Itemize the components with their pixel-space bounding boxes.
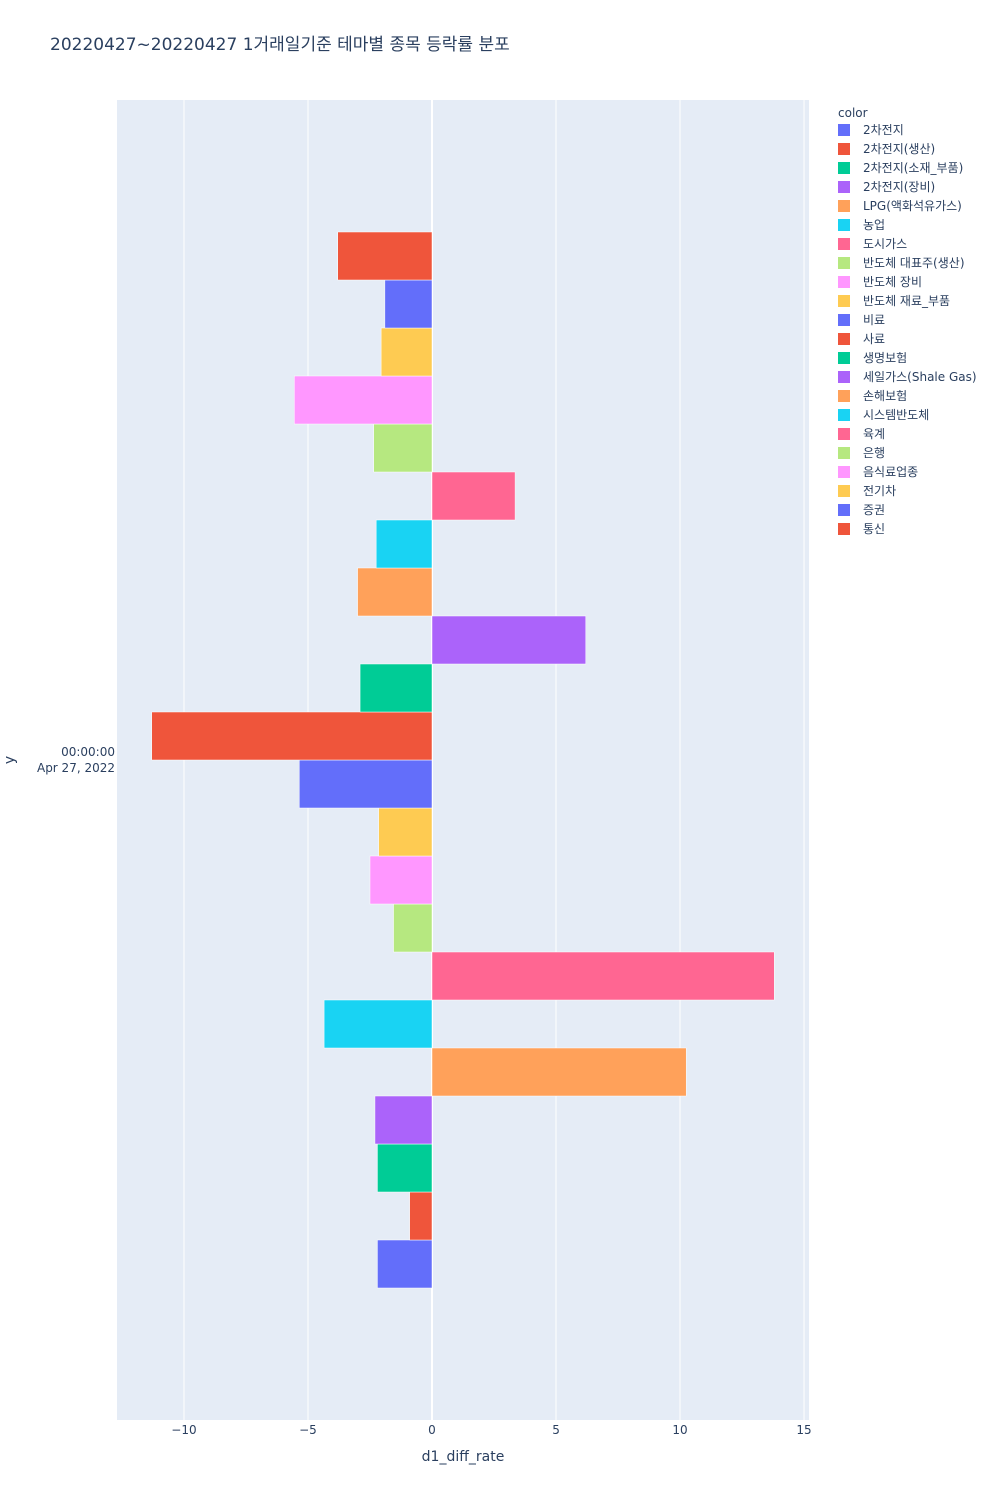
legend-swatch bbox=[838, 257, 850, 269]
bar bbox=[323, 999, 433, 1049]
legend-item-label: 반도체 장비 bbox=[863, 275, 922, 289]
x-tick-label: 0 bbox=[428, 1423, 436, 1437]
legend-item-label: 반도체 대표주(생산) bbox=[863, 256, 965, 270]
bars bbox=[151, 231, 775, 1289]
y-tick-label-date: Apr 27, 2022 bbox=[37, 761, 115, 775]
legend-swatch bbox=[838, 143, 850, 155]
legend-swatch bbox=[838, 295, 850, 307]
legend-swatch bbox=[838, 276, 850, 288]
legend-item-label: 2차전지 bbox=[863, 123, 904, 137]
legend-item-label: 사료 bbox=[863, 332, 885, 346]
legend-swatch bbox=[838, 314, 850, 326]
x-tick-label: −10 bbox=[171, 1423, 196, 1437]
chart-title: 20220427~20220427 1거래일기준 테마별 종목 등락률 분포 bbox=[50, 35, 510, 55]
y-tick-label-time: 00:00:00 bbox=[61, 745, 115, 759]
bar bbox=[374, 1095, 433, 1145]
legend-swatch bbox=[838, 333, 850, 345]
x-tick-label: 15 bbox=[796, 1423, 811, 1437]
legend-item-label: 음식료업종 bbox=[863, 465, 918, 479]
x-tick-label: 10 bbox=[672, 1423, 687, 1437]
legend-swatch bbox=[838, 390, 850, 402]
legend-item-label: 손해보험 bbox=[863, 389, 907, 403]
x-tick-label: 5 bbox=[552, 1423, 560, 1437]
y-axis-title: y bbox=[2, 756, 18, 764]
legend-swatch bbox=[838, 238, 850, 250]
legend-item-label: 2차전지(소재_부품) bbox=[863, 161, 963, 175]
legend-item-label: 은행 bbox=[863, 445, 885, 460]
legend-swatch bbox=[838, 523, 850, 535]
legend-item-label: 2차전지(장비) bbox=[863, 180, 935, 194]
legend: color 2차전지 2차전지(생산) 2차전지(소재_부품) 2차전지(장비) LPG… bbox=[838, 106, 977, 536]
legend-item-label: 2차전지(생산) bbox=[863, 142, 935, 156]
bar bbox=[294, 375, 433, 425]
bar bbox=[431, 1047, 687, 1097]
legend-swatch bbox=[838, 409, 850, 421]
bar bbox=[378, 807, 433, 857]
legend-swatch bbox=[838, 219, 850, 231]
legend-item-label: 육계 bbox=[863, 427, 885, 441]
legend-swatch bbox=[838, 371, 850, 383]
legend-swatch bbox=[838, 428, 850, 440]
legend-swatch bbox=[838, 466, 850, 478]
bar bbox=[384, 279, 433, 329]
bar bbox=[409, 1191, 433, 1241]
legend-item-label: 농업 bbox=[863, 218, 885, 232]
legend-swatch bbox=[838, 447, 850, 459]
bar bbox=[373, 423, 433, 473]
legend-item-label: LPG(액화석유가스) bbox=[863, 199, 962, 213]
bar bbox=[431, 471, 516, 521]
x-tick-label: −5 bbox=[299, 1423, 317, 1437]
legend-swatch bbox=[838, 504, 850, 516]
bar bbox=[393, 903, 433, 953]
bar bbox=[377, 1239, 433, 1289]
bar bbox=[377, 1143, 433, 1193]
bar bbox=[431, 951, 775, 1001]
legend-swatch bbox=[838, 181, 850, 193]
legend-item-label: 반도체 재료_부품 bbox=[863, 294, 950, 308]
bar bbox=[357, 567, 433, 617]
legend-swatch bbox=[838, 124, 850, 136]
legend-item-label: 통신 bbox=[863, 522, 885, 536]
x-axis-title: d1_diff_rate bbox=[422, 1449, 505, 1465]
bar bbox=[369, 855, 433, 905]
bar bbox=[337, 231, 433, 281]
bar bbox=[299, 759, 433, 809]
legend-swatch bbox=[838, 485, 850, 497]
legend-item-label: 도시가스 bbox=[863, 237, 907, 251]
bar bbox=[375, 519, 433, 569]
legend-title: color bbox=[838, 106, 868, 120]
legend-swatch bbox=[838, 200, 850, 212]
bar bbox=[151, 711, 433, 761]
legend-item-label: 전기차 bbox=[863, 484, 896, 498]
legend-item-label: 생명보험 bbox=[863, 351, 907, 365]
legend-swatch bbox=[838, 162, 850, 174]
legend-item-label: 시스템반도체 bbox=[863, 408, 929, 422]
legend-swatch bbox=[838, 352, 850, 364]
legend-item-label: 비료 bbox=[863, 313, 885, 327]
bar bbox=[359, 663, 433, 713]
bar bbox=[431, 615, 587, 665]
legend-item-label: 세일가스(Shale Gas) bbox=[863, 370, 977, 384]
legend-item-label: 증권 bbox=[863, 503, 885, 517]
x-axis-ticks: −10 −5 0 5 10 15 bbox=[171, 1423, 811, 1437]
bar bbox=[380, 327, 433, 377]
